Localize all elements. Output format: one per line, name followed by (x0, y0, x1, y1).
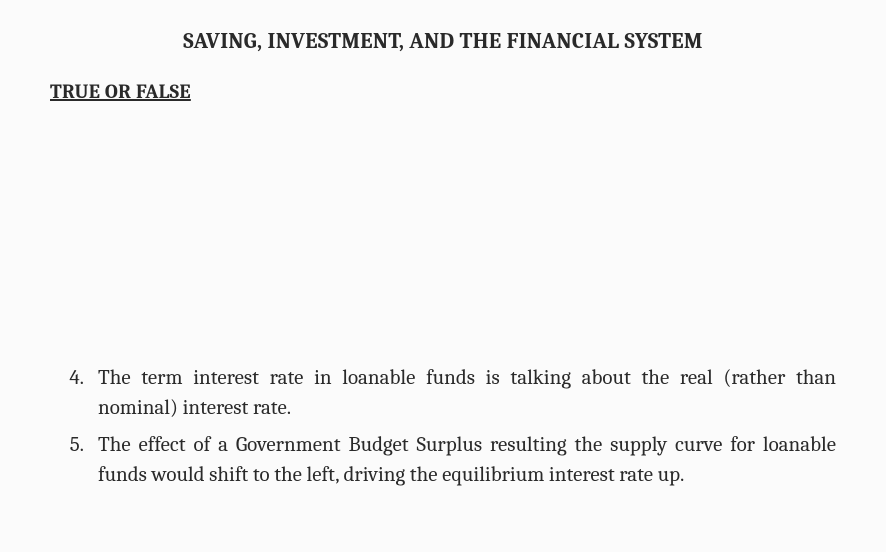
document-page: SAVING, INVESTMENT, AND THE FINANCIAL SY… (0, 0, 886, 552)
list-item: 5. The effect of a Government Budget Sur… (50, 430, 836, 491)
question-list: 4. The term interest rate in loanable fu… (50, 363, 836, 491)
page-title: SAVING, INVESTMENT, AND THE FINANCIAL SY… (50, 28, 836, 54)
list-item: 4. The term interest rate in loanable fu… (50, 363, 836, 424)
question-text: The term interest rate in loanable funds… (98, 363, 836, 424)
question-number: 5. (50, 430, 98, 491)
section-heading-true-or-false: TRUE OR FALSE (50, 80, 836, 103)
question-number: 4. (50, 363, 98, 424)
question-text: The effect of a Government Budget Surplu… (98, 430, 836, 491)
